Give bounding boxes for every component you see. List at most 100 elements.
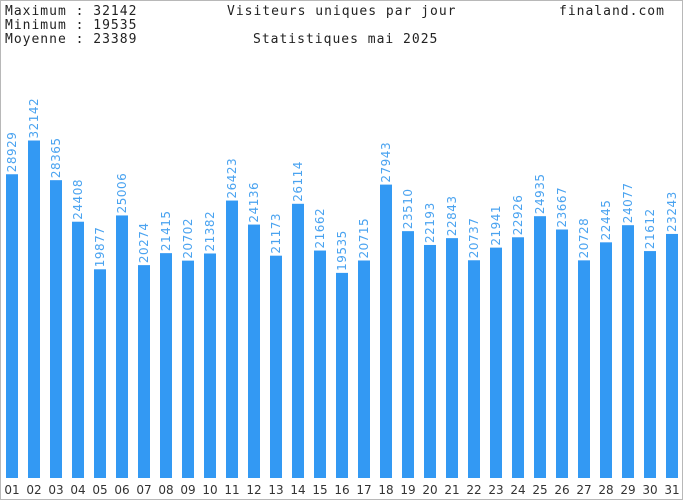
bar-13 bbox=[270, 255, 282, 478]
value-label-21: 22843 bbox=[445, 195, 459, 236]
x-tick-label-06: 06 bbox=[114, 483, 129, 497]
value-label-07: 20274 bbox=[137, 222, 151, 263]
value-label-23: 21941 bbox=[489, 205, 503, 246]
bar-20 bbox=[424, 244, 436, 478]
x-tick-label-15: 15 bbox=[312, 483, 327, 497]
bar-12 bbox=[248, 224, 260, 478]
min-stat: Minimum : 19535 bbox=[5, 18, 138, 33]
bar-15 bbox=[314, 250, 326, 478]
bar-30 bbox=[644, 251, 656, 478]
value-label-17: 20715 bbox=[357, 218, 371, 259]
bar-29 bbox=[622, 225, 634, 478]
value-label-19: 23510 bbox=[401, 188, 415, 229]
value-label-20: 22193 bbox=[423, 202, 437, 243]
bar-17 bbox=[358, 260, 370, 478]
site-name: finaland.com bbox=[559, 4, 665, 19]
x-tick-label-14: 14 bbox=[290, 483, 305, 497]
value-label-08: 21415 bbox=[159, 210, 173, 251]
x-tick-label-07: 07 bbox=[136, 483, 151, 497]
bar-21 bbox=[446, 238, 458, 478]
value-label-12: 24136 bbox=[247, 182, 261, 223]
value-label-10: 21382 bbox=[203, 211, 217, 252]
x-tick-label-08: 08 bbox=[158, 483, 173, 497]
x-tick-label-01: 01 bbox=[4, 483, 19, 497]
bar-11 bbox=[226, 200, 238, 478]
x-tick-label-23: 23 bbox=[488, 483, 503, 497]
x-tick-label-16: 16 bbox=[334, 483, 349, 497]
bar-22 bbox=[468, 260, 480, 478]
x-tick-label-13: 13 bbox=[268, 483, 283, 497]
x-tick-label-26: 26 bbox=[554, 483, 569, 497]
value-label-16: 19535 bbox=[335, 230, 349, 271]
value-label-05: 19877 bbox=[93, 227, 107, 268]
value-label-24: 22926 bbox=[511, 195, 525, 236]
value-label-27: 20728 bbox=[577, 218, 591, 259]
value-label-26: 23667 bbox=[555, 187, 569, 228]
x-tick-label-02: 02 bbox=[26, 483, 41, 497]
value-label-11: 26423 bbox=[225, 158, 239, 199]
bar-04 bbox=[72, 221, 84, 478]
value-label-03: 28365 bbox=[49, 137, 63, 178]
x-tick-label-04: 04 bbox=[70, 483, 85, 497]
bar-28 bbox=[600, 242, 612, 478]
value-label-25: 24935 bbox=[533, 173, 547, 214]
x-tick-label-10: 10 bbox=[202, 483, 217, 497]
x-tick-label-24: 24 bbox=[510, 483, 525, 497]
value-label-04: 24408 bbox=[71, 179, 85, 220]
value-label-09: 20702 bbox=[181, 218, 195, 259]
bar-23 bbox=[490, 247, 502, 478]
value-label-29: 24077 bbox=[621, 183, 635, 224]
x-tick-label-22: 22 bbox=[466, 483, 481, 497]
x-tick-label-30: 30 bbox=[642, 483, 657, 497]
x-tick-label-25: 25 bbox=[532, 483, 547, 497]
bar-10 bbox=[204, 253, 216, 478]
bar-27 bbox=[578, 260, 590, 478]
x-tick-label-11: 11 bbox=[224, 483, 239, 497]
bar-18 bbox=[380, 184, 392, 478]
value-label-15: 21662 bbox=[313, 208, 327, 249]
value-label-31: 23243 bbox=[665, 191, 679, 232]
x-tick-label-12: 12 bbox=[246, 483, 261, 497]
bar-09 bbox=[182, 260, 194, 478]
value-label-22: 20737 bbox=[467, 218, 481, 259]
x-tick-label-31: 31 bbox=[664, 483, 679, 497]
chart-title: Visiteurs uniques par jour bbox=[227, 4, 457, 19]
bar-31 bbox=[666, 233, 678, 478]
bar-08 bbox=[160, 253, 172, 478]
value-label-13: 21173 bbox=[269, 213, 283, 254]
x-tick-label-21: 21 bbox=[444, 483, 459, 497]
bar-07 bbox=[138, 265, 150, 478]
x-tick-label-19: 19 bbox=[400, 483, 415, 497]
x-tick-label-28: 28 bbox=[598, 483, 613, 497]
bar-01 bbox=[6, 174, 18, 479]
bar-16 bbox=[336, 272, 348, 478]
x-tick-label-05: 05 bbox=[92, 483, 107, 497]
value-label-18: 27943 bbox=[379, 142, 393, 183]
x-tick-label-09: 09 bbox=[180, 483, 195, 497]
value-label-30: 21612 bbox=[643, 208, 657, 249]
bar-26 bbox=[556, 229, 568, 478]
bar-24 bbox=[512, 237, 524, 478]
chart-subtitle: Statistiques mai 2025 bbox=[253, 32, 439, 47]
x-tick-label-29: 29 bbox=[620, 483, 635, 497]
x-tick-label-18: 18 bbox=[378, 483, 393, 497]
bar-05 bbox=[94, 269, 106, 478]
value-label-02: 32142 bbox=[27, 98, 41, 139]
x-tick-label-17: 17 bbox=[356, 483, 371, 497]
value-label-06: 25006 bbox=[115, 173, 129, 214]
value-label-01: 28929 bbox=[5, 132, 19, 173]
bar-19 bbox=[402, 231, 414, 478]
value-label-28: 22445 bbox=[599, 200, 613, 241]
x-tick-label-20: 20 bbox=[422, 483, 437, 497]
bar-02 bbox=[28, 140, 40, 478]
bar-14 bbox=[292, 203, 304, 479]
bar-03 bbox=[50, 180, 62, 479]
bar-06 bbox=[116, 215, 128, 478]
avg-stat: Moyenne : 23389 bbox=[5, 32, 138, 47]
max-stat: Maximum : 32142 bbox=[5, 4, 138, 19]
bar-25 bbox=[534, 216, 546, 478]
x-tick-label-27: 27 bbox=[576, 483, 591, 497]
x-tick-label-03: 03 bbox=[48, 483, 63, 497]
value-label-14: 26114 bbox=[291, 161, 305, 202]
